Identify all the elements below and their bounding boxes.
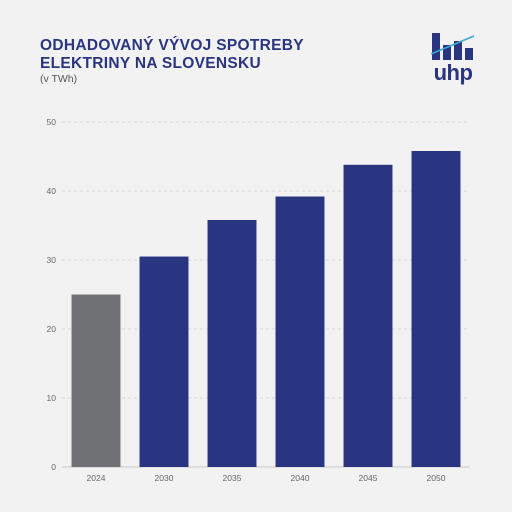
- x-tick-labels: 2024 2030 2035 2040 2045 2050: [87, 473, 446, 483]
- logo-bar-4: [465, 48, 473, 60]
- grid-layer: [62, 121, 470, 468]
- chart-title-line-1: ODHADOVANÝ VÝVOJ SPOTREBY: [40, 37, 304, 54]
- x-tick-label: 2035: [223, 473, 242, 483]
- logo-bar-1: [432, 33, 440, 60]
- x-tick-label: 2024: [87, 473, 106, 483]
- bar-chart-logo-icon: [430, 33, 475, 60]
- y-tick-label: 0: [51, 462, 56, 472]
- chart-title: ODHADOVANÝ VÝVOJ SPOTREBY ELEKTRINY NA S…: [40, 37, 380, 73]
- bar-2035: [207, 219, 257, 467]
- x-tick-label: 2045: [359, 473, 378, 483]
- x-tick-label: 2030: [155, 473, 174, 483]
- logo-text: uhp: [433, 60, 473, 85]
- y-tick-label: 50: [47, 117, 57, 127]
- bar-2040: [275, 196, 325, 467]
- x-tick-label: 2040: [291, 473, 310, 483]
- logo-trend-line: [430, 35, 475, 55]
- y-tick-labels: 0 10 20 30 40 50: [47, 117, 57, 472]
- chart-title-line-2: ELEKTRINY NA SLOVENSKU: [40, 55, 262, 72]
- bar-2045: [343, 164, 393, 467]
- chart-subtitle: (v TWh): [40, 73, 78, 85]
- bar-layer: [71, 150, 461, 468]
- uhp-logo: uhp: [428, 30, 478, 90]
- y-tick-label: 40: [47, 186, 57, 196]
- bar-2030: [139, 256, 189, 467]
- bar-2024: [71, 294, 121, 467]
- logo-bar-2: [443, 45, 451, 60]
- logo-bar-3: [454, 41, 462, 60]
- x-tick-label: 2050: [427, 473, 446, 483]
- y-tick-label: 10: [47, 393, 57, 403]
- y-tick-label: 30: [47, 255, 57, 265]
- y-tick-label: 20: [47, 324, 57, 334]
- bar-2050: [411, 150, 461, 468]
